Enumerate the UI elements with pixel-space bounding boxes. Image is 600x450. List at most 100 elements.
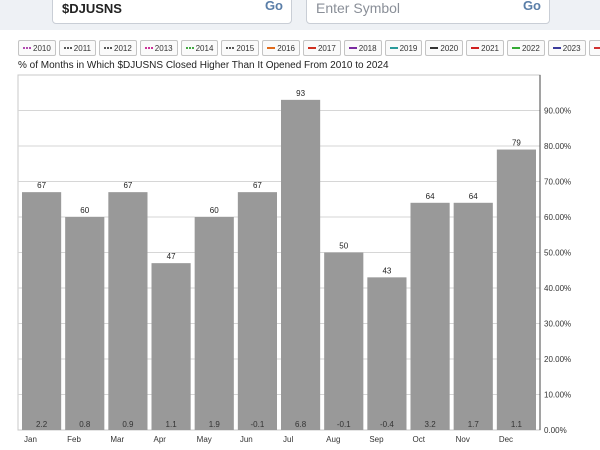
avg-change-label: 1.1 xyxy=(511,420,523,429)
bar-value-label: 60 xyxy=(210,206,219,215)
bar-jan xyxy=(22,192,62,430)
legend-swatch xyxy=(348,47,357,49)
legend-item-2016[interactable]: 2016 xyxy=(262,40,300,56)
bar-jun xyxy=(237,192,277,430)
legend-label: 2011 xyxy=(73,43,91,53)
x-tick-label: Oct xyxy=(413,435,426,444)
bar-may xyxy=(194,217,234,430)
legend-label: 2021 xyxy=(481,43,499,53)
bar-value-label: 64 xyxy=(469,192,478,201)
legend-label: 2010 xyxy=(33,43,51,53)
bar-dec xyxy=(496,149,536,431)
legend-item-2010[interactable]: 2010 xyxy=(18,40,56,56)
avg-change-label: -0.1 xyxy=(251,420,265,429)
bar-value-label: 47 xyxy=(167,252,176,261)
go-button-compare[interactable]: Go xyxy=(522,0,541,13)
avg-change-label: 1.9 xyxy=(209,420,221,429)
x-tick-label: Nov xyxy=(456,435,470,444)
legend-label: 2019 xyxy=(399,43,418,53)
legend-swatch xyxy=(307,47,316,49)
y-tick-label: 60.00% xyxy=(544,213,571,222)
bar-feb xyxy=(65,217,105,430)
legend-label: 2012 xyxy=(114,43,132,53)
legend-swatch xyxy=(267,47,276,49)
legend-label: 2023 xyxy=(562,43,581,53)
legend-item-2015[interactable]: 2015 xyxy=(221,40,260,56)
legend-item-2023[interactable]: 2023 xyxy=(547,40,586,56)
legend-item-2019[interactable]: 2019 xyxy=(384,40,423,56)
avg-change-label: -0.1 xyxy=(337,420,351,429)
legend-item-2017[interactable]: 2017 xyxy=(302,40,341,56)
legend-swatch xyxy=(511,47,520,49)
bar-value-label: 67 xyxy=(37,181,46,190)
bar-aug xyxy=(324,252,364,430)
legend-item-2013[interactable]: 2013 xyxy=(139,40,178,56)
legend-swatch xyxy=(389,47,398,49)
legend-swatch xyxy=(471,47,480,49)
y-tick-label: 90.00% xyxy=(544,107,571,116)
legend-item-2012[interactable]: 2012 xyxy=(99,40,137,56)
x-tick-label: Apr xyxy=(154,435,167,444)
year-legend: 2010 2011 2012 2013 2014 2015 2016 2017 2018 2019… xyxy=(18,40,600,58)
legend-swatch xyxy=(185,47,194,49)
avg-change-label: -0.4 xyxy=(380,420,394,429)
bar-value-label: 60 xyxy=(80,206,89,215)
bar-mar xyxy=(108,192,148,430)
bar-sep xyxy=(367,277,407,430)
legend-item-2014[interactable]: 2014 xyxy=(180,40,219,56)
bar-value-label: 50 xyxy=(339,242,348,251)
enter-symbol-input[interactable] xyxy=(316,0,496,17)
x-tick-label: Sep xyxy=(369,435,384,444)
avg-change-label: 0.9 xyxy=(122,420,134,429)
x-tick-label: May xyxy=(197,435,212,444)
bar-value-label: 93 xyxy=(296,89,305,98)
legend-item-2011[interactable]: 2011 xyxy=(58,40,96,56)
avg-change-label: 1.7 xyxy=(468,420,480,429)
x-tick-label: Jan xyxy=(24,435,37,444)
bar-value-label: 79 xyxy=(512,139,521,148)
legend-item-2021[interactable]: 2021 xyxy=(466,40,504,56)
avg-change-label: 2.2 xyxy=(36,420,48,429)
legend-label: 2014 xyxy=(195,43,214,53)
symbol-toolbar: Go Go xyxy=(0,0,600,30)
chart-title: % of Months in Which $DJUSNS Closed High… xyxy=(18,60,389,71)
bar-apr xyxy=(151,263,191,430)
legend-label: 2013 xyxy=(154,43,173,53)
legend-swatch xyxy=(144,47,153,49)
bar-oct xyxy=(410,202,450,430)
legend-item-2022[interactable]: 2022 xyxy=(506,40,545,56)
go-button[interactable]: Go xyxy=(264,0,283,13)
legend-swatch xyxy=(552,47,561,49)
bar-nov xyxy=(453,202,493,430)
y-tick-label: 20.00% xyxy=(544,355,571,364)
legend-label: 2017 xyxy=(317,43,336,53)
avg-change-label: 0.8 xyxy=(79,420,91,429)
x-tick-label: Feb xyxy=(67,435,81,444)
bar-value-label: 67 xyxy=(123,181,132,190)
x-tick-label: Aug xyxy=(326,435,340,444)
bar-value-label: 64 xyxy=(426,192,435,201)
legend-label: 2016 xyxy=(277,43,295,53)
y-tick-label: 80.00% xyxy=(544,142,571,151)
legend-swatch xyxy=(104,47,112,49)
legend-item-2024[interactable]: 2024 xyxy=(588,40,600,56)
y-tick-label: 70.00% xyxy=(544,178,571,187)
x-tick-label: Dec xyxy=(499,435,513,444)
avg-change-label: 1.1 xyxy=(166,420,178,429)
y-tick-label: 10.00% xyxy=(544,391,571,400)
y-tick-label: 40.00% xyxy=(544,284,571,293)
x-tick-label: Mar xyxy=(110,435,124,444)
legend-swatch xyxy=(23,47,31,49)
legend-label: 2022 xyxy=(521,43,540,53)
legend-item-2020[interactable]: 2020 xyxy=(425,40,464,56)
current-symbol-input[interactable] xyxy=(62,0,242,17)
avg-change-label: 6.8 xyxy=(295,420,307,429)
bar-jul xyxy=(281,99,321,430)
legend-label: 2020 xyxy=(440,43,459,53)
legend-swatch xyxy=(226,47,235,49)
legend-item-2018[interactable]: 2018 xyxy=(343,40,382,56)
legend-swatch xyxy=(63,47,72,49)
avg-change-label: 3.2 xyxy=(425,420,437,429)
symbol-search-box: Go xyxy=(52,0,292,24)
x-tick-label: Jul xyxy=(283,435,293,444)
